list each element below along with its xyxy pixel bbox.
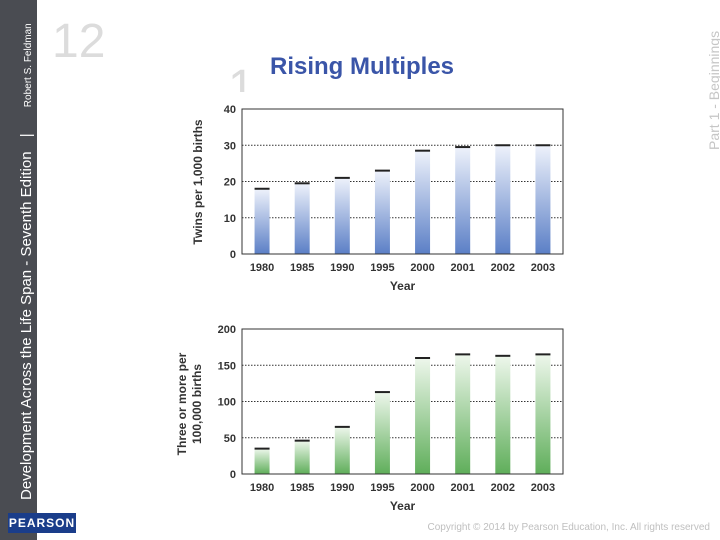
x-tick-label: 1980 (250, 482, 274, 494)
bar-1995 (374, 392, 390, 474)
x-tick-label: 2003 (531, 262, 555, 274)
bar-2003 (535, 145, 551, 254)
bar-1985 (294, 440, 310, 474)
multiples-chart: 0 50 100 150 200 1980 1985 1990 1995 2000 2001 2002… (175, 324, 564, 513)
y-tick-label: 50 (224, 433, 236, 445)
x-tick-label: 2002 (491, 262, 515, 274)
x-tick-label: 2002 (491, 482, 515, 494)
y-tick-label: 40 (224, 104, 236, 116)
y-tick-label: 150 (218, 360, 236, 372)
spine-title: Development Across the Life Span - Seven… (18, 151, 35, 500)
bar-2002 (495, 355, 511, 474)
bar-2000 (415, 358, 431, 474)
bar-2002 (495, 145, 511, 254)
spine-author: Robert S. Feldman (23, 23, 34, 108)
x-tick-label: 2000 (410, 262, 434, 274)
y-tick-label: 0 (230, 469, 236, 481)
y-tick-label: 200 (218, 324, 236, 336)
x-axis-title: Year (390, 499, 416, 513)
y-tick-label: 100 (218, 397, 236, 409)
x-axis-title: Year (390, 279, 416, 293)
y-tick-label: 30 (224, 140, 236, 152)
decorative-number-12: 12 (52, 15, 106, 68)
bar-1990 (334, 426, 350, 474)
book-spine-text: Development Across the Life Span - Seven… (18, 23, 35, 500)
plot-frame (241, 328, 564, 475)
y-axis-title: Twins per 1,000 births (191, 119, 205, 244)
x-tick-label: 2003 (531, 482, 555, 494)
plot-frame (241, 108, 564, 255)
y-axis-title-line2: 100,000 births (190, 364, 204, 444)
bar-2001 (455, 147, 471, 254)
pearson-logo: PEARSON (8, 513, 76, 533)
bar-2001 (455, 354, 471, 474)
x-tick-label: 1995 (370, 482, 394, 494)
bar-1980 (254, 448, 270, 474)
x-tick-label: 1985 (290, 262, 314, 274)
x-tick-label: 1985 (290, 482, 314, 494)
x-tick-label: 2001 (450, 262, 474, 274)
twins-chart: 0 10 20 30 40 1980 1985 1990 1995 2000 2001 2002 200… (191, 104, 564, 293)
spine-separator: | (18, 133, 35, 138)
bar-2003 (535, 354, 551, 474)
chart-panel: 0 10 20 30 40 1980 1985 1990 1995 2000 2001 2002 200… (164, 92, 573, 518)
bar-2000 (415, 150, 431, 254)
x-tick-label: 2001 (450, 482, 474, 494)
bar-1990 (334, 177, 350, 254)
bar-1980 (254, 188, 270, 254)
y-axis-title-line1: Three or more per (175, 352, 189, 455)
bar-1995 (374, 170, 390, 254)
y-tick-label: 20 (224, 177, 236, 189)
bar-1985 (294, 183, 310, 254)
y-tick-label: 10 (224, 213, 236, 225)
part-label: Part 1 - Beginnings (706, 30, 720, 150)
x-tick-label: 1990 (330, 262, 354, 274)
x-tick-label: 1990 (330, 482, 354, 494)
y-tick-label: 0 (230, 249, 236, 261)
copyright-footer: Copyright © 2014 by Pearson Education, I… (427, 522, 710, 533)
x-tick-label: 1980 (250, 262, 274, 274)
x-tick-label: 1995 (370, 262, 394, 274)
x-tick-label: 2000 (410, 482, 434, 494)
slide-title: Rising Multiples (270, 53, 455, 80)
left-sidebar: Development Across the Life Span - Seven… (0, 0, 37, 540)
